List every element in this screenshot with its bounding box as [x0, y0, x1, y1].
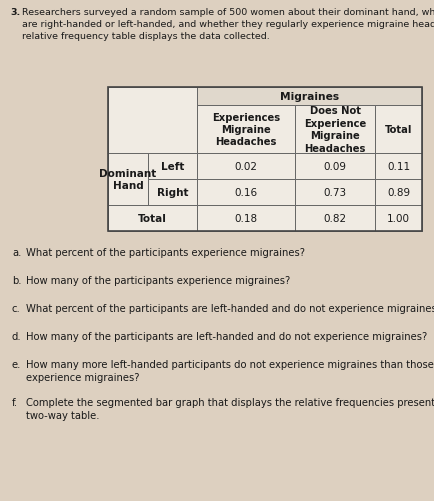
Text: How many of the participants experience migraines?: How many of the participants experience … — [26, 276, 290, 286]
Polygon shape — [108, 205, 197, 231]
Polygon shape — [295, 205, 375, 231]
Text: How many of the participants are left-handed and do not experience migraines?: How many of the participants are left-ha… — [26, 331, 427, 341]
Text: 0.89: 0.89 — [387, 188, 410, 197]
Polygon shape — [375, 106, 422, 154]
Text: 0.11: 0.11 — [387, 162, 410, 172]
Text: 0.18: 0.18 — [234, 213, 257, 223]
Polygon shape — [375, 205, 422, 231]
Text: Migraines: Migraines — [280, 92, 339, 102]
Text: f.: f. — [12, 397, 18, 407]
Text: Total: Total — [138, 213, 167, 223]
Text: Researchers surveyed a random sample of 500 women about their dominant hand, whe: Researchers surveyed a random sample of … — [22, 8, 434, 41]
Polygon shape — [197, 205, 295, 231]
Text: c.: c. — [12, 304, 21, 313]
Text: Experiences
Migraine
Headaches: Experiences Migraine Headaches — [212, 112, 280, 147]
Polygon shape — [108, 154, 148, 205]
Text: How many more left-handed participants do not experience migraines than those wh: How many more left-handed participants d… — [26, 359, 434, 382]
Text: 0.09: 0.09 — [323, 162, 346, 172]
Text: Does Not
Experience
Migraine
Headaches: Does Not Experience Migraine Headaches — [304, 106, 366, 153]
Text: Dominant
Hand: Dominant Hand — [99, 168, 157, 191]
Text: 0.73: 0.73 — [323, 188, 347, 197]
Polygon shape — [148, 154, 197, 180]
Polygon shape — [295, 154, 375, 180]
Text: 0.02: 0.02 — [234, 162, 257, 172]
Text: e.: e. — [12, 359, 21, 369]
Polygon shape — [375, 180, 422, 205]
Polygon shape — [197, 106, 295, 154]
Text: What percent of the participants experience migraines?: What percent of the participants experie… — [26, 247, 305, 258]
Text: 0.16: 0.16 — [234, 188, 257, 197]
Polygon shape — [295, 106, 375, 154]
Polygon shape — [148, 180, 197, 205]
Text: b.: b. — [12, 276, 22, 286]
Text: Right: Right — [157, 188, 188, 197]
Polygon shape — [108, 88, 197, 154]
Text: Left: Left — [161, 162, 184, 172]
Polygon shape — [295, 180, 375, 205]
Text: 3.: 3. — [10, 8, 20, 17]
Text: What percent of the participants are left-handed and do not experience migraines: What percent of the participants are lef… — [26, 304, 434, 313]
Text: Complete the segmented bar graph that displays the relative frequencies presente: Complete the segmented bar graph that di… — [26, 397, 434, 420]
Text: Total: Total — [385, 125, 412, 135]
Polygon shape — [197, 154, 295, 180]
Text: 0.82: 0.82 — [323, 213, 347, 223]
Polygon shape — [375, 154, 422, 180]
Polygon shape — [197, 180, 295, 205]
Text: a.: a. — [12, 247, 21, 258]
Text: d.: d. — [12, 331, 22, 341]
Polygon shape — [197, 88, 422, 106]
Text: 1.00: 1.00 — [387, 213, 410, 223]
